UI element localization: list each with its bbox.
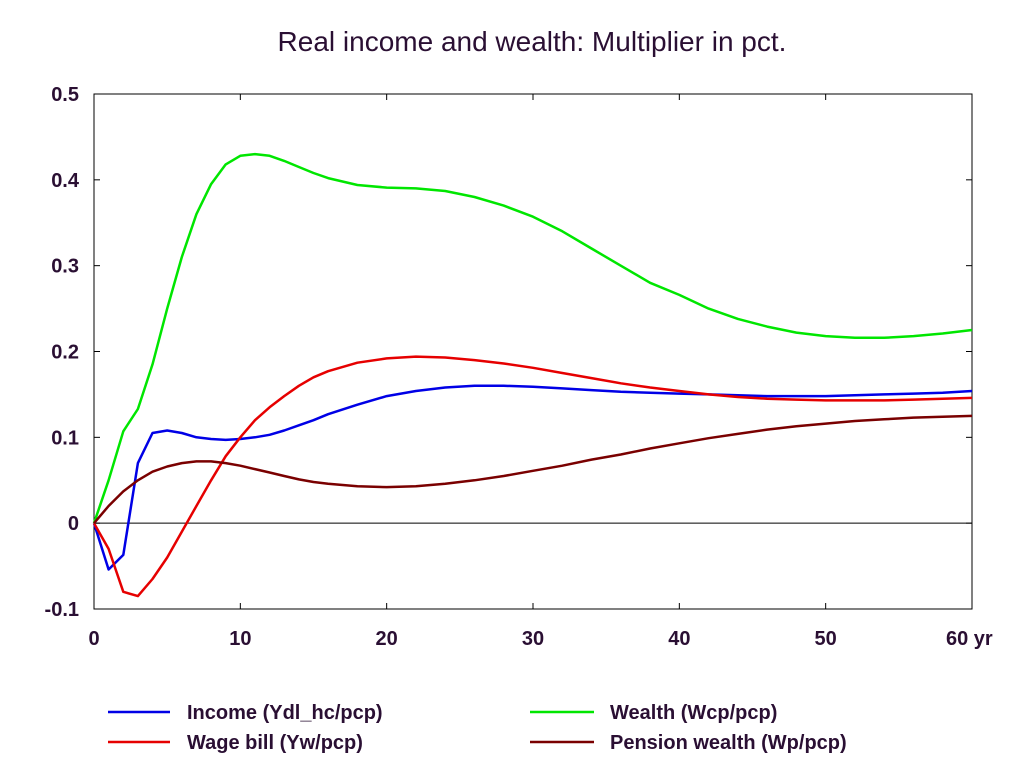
y-tick-label: 0.2 (51, 342, 79, 364)
series-line-3 (93, 414, 973, 525)
y-tick-label: 0.4 (51, 170, 80, 192)
x-tick-label: 10 (229, 628, 251, 650)
y-tick-label: 0 (68, 513, 79, 535)
x-tick-label: 60 yr (946, 628, 993, 650)
y-axis: -0.1 0 0.1 0.2 0.3 0.4 0.5 (45, 84, 972, 621)
plot-area: -0.1 0 0.1 0.2 0.3 0.4 0.5 0 10 20 30 40 50 60 yr (45, 84, 993, 650)
series-line-1 (92, 355, 973, 598)
chart-title: Real income and wealth: Multiplier in pc… (278, 26, 787, 57)
series-lines (92, 152, 973, 598)
legend-label-1: Wage bill (Yw/pcp) (187, 732, 363, 754)
legend: Income (Ydl_hc/pcp) Wage bill (Yw/pcp) Wea… (108, 702, 847, 754)
x-tick-label: 50 (815, 628, 837, 650)
series-line-0 (92, 384, 973, 571)
x-tick-label: 30 (522, 628, 544, 650)
y-tick-label: 0.5 (51, 84, 79, 106)
x-tick-label: 40 (668, 628, 690, 650)
x-tick-label: 20 (376, 628, 398, 650)
series-line-2 (92, 152, 973, 524)
legend-label-2: Wealth (Wcp/pcp) (610, 702, 777, 724)
plot-frame (93, 93, 973, 610)
legend-label-0: Income (Ydl_hc/pcp) (187, 702, 383, 724)
legend-label-3: Pension wealth (Wp/pcp) (610, 732, 847, 754)
y-tick-label: -0.1 (45, 599, 79, 621)
y-tick-label: 0.1 (51, 427, 79, 449)
x-axis: 0 10 20 30 40 50 60 yr (88, 94, 993, 650)
x-tick-label: 0 (88, 628, 99, 650)
y-tick-label: 0.3 (51, 256, 79, 278)
